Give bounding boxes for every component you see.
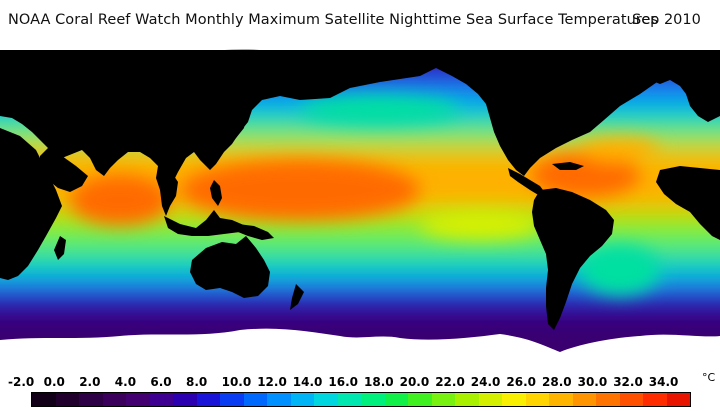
australia xyxy=(190,236,270,298)
legend-swatch xyxy=(408,393,432,406)
legend-tick-label: 14.0 xyxy=(292,375,323,389)
central-america xyxy=(508,168,546,196)
legend-unit: °C xyxy=(702,371,716,384)
land-masses xyxy=(0,50,720,330)
legend-swatch xyxy=(384,393,408,406)
indochina-peninsula xyxy=(156,166,178,216)
legend-tick-label: 26.0 xyxy=(506,375,536,389)
legend-swatch xyxy=(314,393,338,406)
legend-tick-label: 12.0 xyxy=(257,375,287,389)
arabian-peninsula xyxy=(40,148,88,192)
legend-swatch xyxy=(643,393,667,406)
warm-gulf-stream xyxy=(580,138,660,162)
legend-swatch xyxy=(196,393,220,406)
legend-tick-label: 24.0 xyxy=(470,375,501,389)
legend-swatch xyxy=(549,393,573,406)
madagascar xyxy=(54,236,66,260)
cool-current-south-atlantic xyxy=(580,245,660,295)
legend-swatch xyxy=(478,393,502,406)
legend-swatch xyxy=(126,393,150,406)
legend-swatch xyxy=(243,393,267,406)
legend-tick-label: -2.0 xyxy=(8,375,35,389)
legend-swatch xyxy=(431,393,455,406)
legend-swatch xyxy=(502,393,526,406)
europe-west xyxy=(640,50,720,122)
map-date: Sep 2010 xyxy=(632,12,701,28)
legend-tick-label: 34.0 xyxy=(648,375,679,389)
legend-tick-label: 32.0 xyxy=(613,375,643,389)
temperature-legend: -2.0 0.0 2.0 4.0 6.0 8.0 10.0 12.0 14.0 16.0 18.0 2… xyxy=(0,371,720,411)
legend-swatch xyxy=(666,393,690,406)
legend-tick-label: 2.0 xyxy=(79,375,101,389)
legend-swatch xyxy=(220,393,244,406)
sumatra-borneo-islands xyxy=(164,210,246,236)
legend-tick-label: 4.0 xyxy=(114,375,137,389)
legend-swatch xyxy=(361,393,385,406)
legend-tick-label: 30.0 xyxy=(577,375,608,389)
cuba-caribbean xyxy=(552,162,584,170)
legend-swatch xyxy=(267,393,291,406)
legend-tick-label: 10.0 xyxy=(221,375,252,389)
legend-swatch xyxy=(32,393,56,406)
new-guinea xyxy=(238,224,274,240)
africa xyxy=(0,128,62,280)
legend-swatch xyxy=(337,393,361,406)
legend-tick-label: 0.0 xyxy=(43,375,65,389)
legend-swatch xyxy=(455,393,479,406)
legend-tick-label: 28.0 xyxy=(542,375,572,389)
legend-tick-label: 6.0 xyxy=(150,375,172,389)
new-zealand xyxy=(290,284,304,310)
legend-swatch xyxy=(173,393,197,406)
warm-pool-indian-ocean xyxy=(70,175,170,225)
south-america xyxy=(532,188,614,330)
title-bar: NOAA Coral Reef Watch Monthly Maximum Sa… xyxy=(0,0,720,40)
japan xyxy=(222,110,246,144)
legend-swatch xyxy=(596,393,620,406)
cool-tongue-east-pacific xyxy=(420,211,540,239)
north-america xyxy=(420,50,720,176)
sst-map-canvas xyxy=(0,40,720,365)
legend-swatch xyxy=(55,393,79,406)
legend-tick-label: 8.0 xyxy=(186,375,208,389)
legend-swatch xyxy=(102,393,126,406)
legend-tick-label: 16.0 xyxy=(328,375,358,389)
legend-swatch xyxy=(619,393,643,406)
eurasia xyxy=(0,50,560,188)
sst-map xyxy=(0,40,720,365)
legend-tick-label: 18.0 xyxy=(364,375,394,389)
legend-swatch xyxy=(79,393,103,406)
ocean-band-subpolar-south xyxy=(0,288,720,310)
warm-pool-west-pacific xyxy=(180,160,420,220)
map-title: NOAA Coral Reef Watch Monthly Maximum Sa… xyxy=(8,12,659,28)
philippines xyxy=(210,180,222,206)
cool-current-north-pacific xyxy=(300,96,460,124)
legend-swatch xyxy=(525,393,549,406)
africa-west-bulge xyxy=(656,166,720,240)
antarctic-ice xyxy=(0,328,720,365)
legend-swatch xyxy=(149,393,173,406)
legend-color-bar xyxy=(31,392,691,407)
legend-swatch xyxy=(572,393,596,406)
legend-tick-label: 20.0 xyxy=(399,375,430,389)
legend-swatch xyxy=(290,393,314,406)
legend-tick-label: 22.0 xyxy=(435,375,465,389)
